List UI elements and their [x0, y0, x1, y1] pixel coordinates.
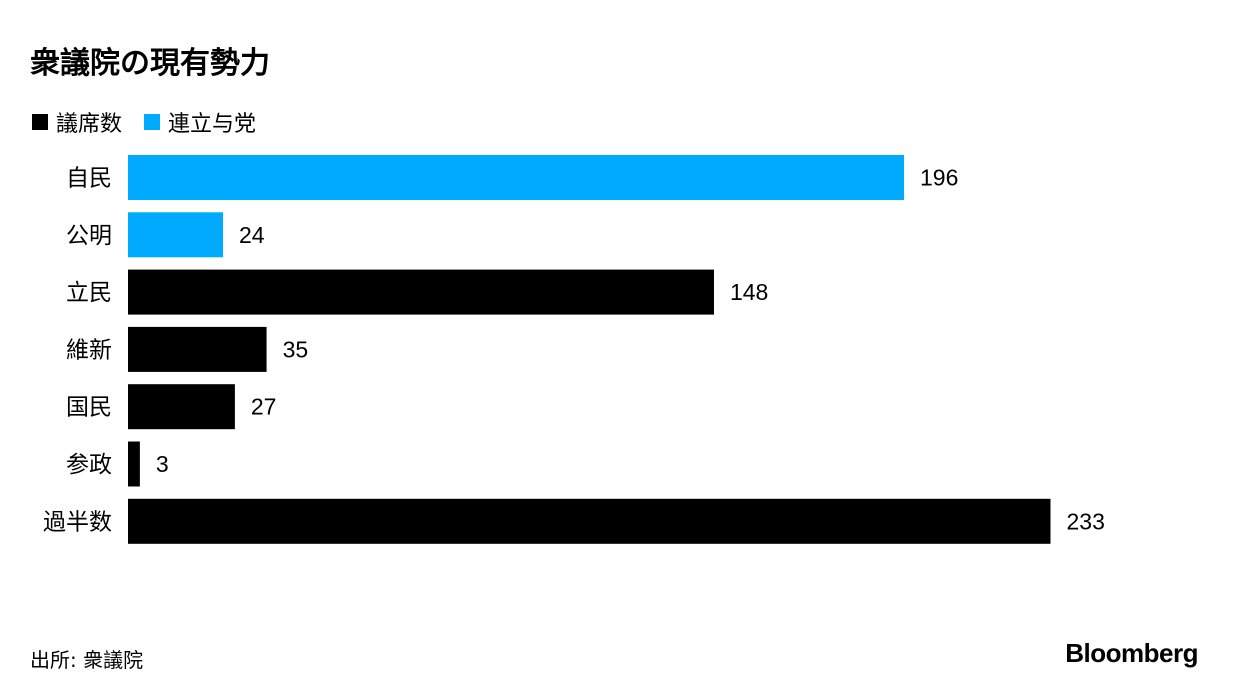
legend-label-coalition: 連立与党	[168, 112, 257, 137]
legend-swatch-seats	[32, 114, 48, 130]
bar-5	[128, 441, 140, 487]
legend-item-seats: 議席数	[32, 106, 122, 138]
legend-swatch-coalition	[144, 114, 161, 130]
bar-4	[128, 384, 235, 430]
data-label: 35	[283, 336, 309, 362]
bar-6	[128, 498, 1051, 544]
category-label: 参政	[66, 452, 112, 478]
category-label: 維新	[66, 337, 112, 363]
legend-item-coalition: 連立与党	[144, 106, 256, 138]
data-label: 24	[239, 222, 265, 248]
category-label: 公明	[66, 223, 112, 249]
category-label: 立民	[66, 280, 112, 306]
bar-1	[128, 212, 224, 258]
source-note: 出所: 衆議院	[30, 648, 144, 672]
bar-3	[128, 326, 267, 372]
bloomberg-logo: Bloomberg	[1065, 638, 1198, 668]
legend: 議席数 連立与党	[32, 106, 270, 138]
category-label: 国民	[66, 395, 112, 421]
bar-0	[128, 155, 905, 200]
data-label: 27	[251, 394, 277, 420]
data-label: 196	[920, 165, 958, 191]
category-label: 過半数	[43, 509, 112, 535]
data-label: 3	[156, 451, 169, 477]
legend-label-seats: 議席数	[56, 112, 123, 137]
category-label: 自民	[66, 166, 112, 192]
data-label: 148	[730, 279, 768, 305]
data-label: 233	[1067, 508, 1105, 534]
chart-title: 衆議院の現有勢力	[30, 46, 270, 81]
bar-2	[128, 269, 714, 315]
